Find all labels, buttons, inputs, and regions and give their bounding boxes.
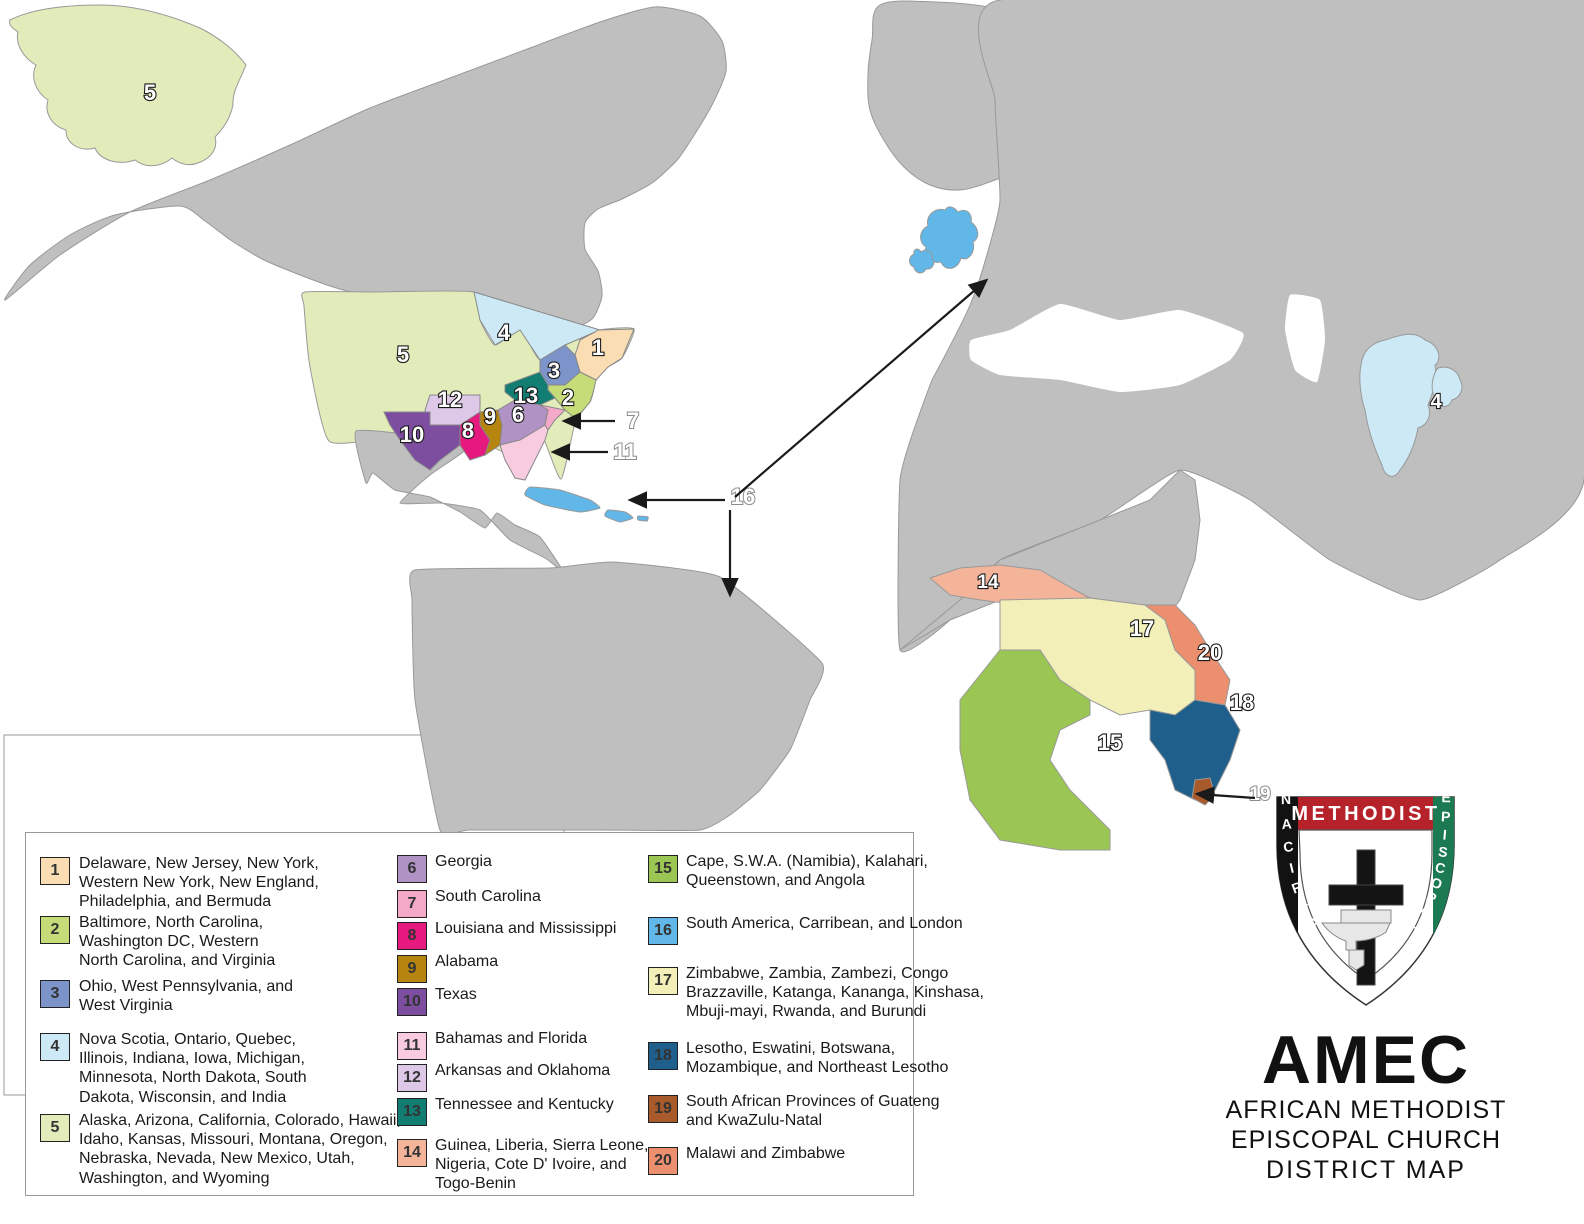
svg-text:4: 4 [1430, 391, 1442, 413]
svg-text:7: 7 [627, 408, 639, 433]
svg-text:5: 5 [397, 342, 409, 367]
svg-text:15: 15 [1098, 730, 1122, 755]
svg-text:16: 16 [731, 484, 755, 509]
svg-text:E: E [1441, 789, 1451, 805]
svg-text:3: 3 [548, 358, 560, 383]
svg-text:P: P [1441, 808, 1451, 824]
svg-text:4: 4 [498, 320, 511, 345]
svg-text:METHODIST: METHODIST [1291, 803, 1440, 825]
svg-text:20: 20 [1198, 640, 1222, 665]
svg-text:2: 2 [562, 385, 574, 410]
svg-text:9: 9 [484, 404, 496, 429]
svg-text:17: 17 [1130, 616, 1154, 641]
svg-text:10: 10 [400, 422, 424, 447]
svg-text:11: 11 [613, 439, 636, 464]
svg-text:DISTRICT MAP: DISTRICT MAP [1266, 1156, 1466, 1184]
svg-text:C: C [1282, 838, 1294, 855]
svg-text:AMEC: AMEC [1262, 1022, 1470, 1098]
svg-text:12: 12 [438, 387, 462, 412]
svg-text:6: 6 [512, 402, 524, 427]
svg-text:5: 5 [144, 80, 156, 105]
svg-text:18: 18 [1230, 690, 1254, 715]
svg-text:14: 14 [977, 572, 999, 593]
svg-text:8: 8 [462, 418, 474, 443]
svg-text:EPISCOPAL CHURCH: EPISCOPAL CHURCH [1231, 1126, 1501, 1154]
svg-text:N: N [1281, 791, 1291, 807]
svg-text:AFRICAN METHODIST: AFRICAN METHODIST [1226, 1096, 1507, 1124]
svg-text:1: 1 [592, 335, 604, 360]
svg-text:19: 19 [1249, 784, 1270, 805]
